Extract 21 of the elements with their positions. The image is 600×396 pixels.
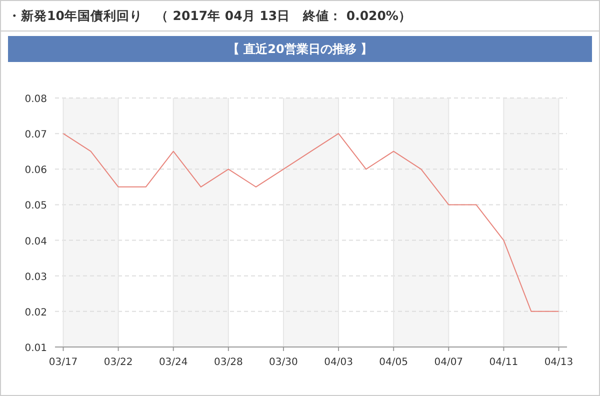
x-tick-label: 04/05 bbox=[379, 357, 408, 368]
x-tick-label: 04/07 bbox=[434, 357, 464, 368]
x-tick-label: 03/28 bbox=[214, 357, 243, 368]
y-tick-label: 0.05 bbox=[24, 200, 47, 212]
x-tick-label: 04/13 bbox=[544, 357, 574, 368]
y-tick-label: 0.03 bbox=[24, 272, 47, 283]
chart-title: ・新発10年国債利回り （ 2017年 04月 13日 終値： 0.020%） bbox=[8, 8, 412, 23]
chart-subtitle: 【 直近20営業日の推移 】 bbox=[227, 42, 373, 56]
x-tick-label: 04/11 bbox=[489, 357, 518, 368]
x-tick-label: 03/30 bbox=[269, 357, 298, 368]
x-tick-label: 03/17 bbox=[48, 357, 78, 368]
line-series bbox=[62, 133, 560, 312]
y-tick-label: 0.01 bbox=[24, 343, 47, 354]
x-tick-label: 03/24 bbox=[158, 357, 188, 368]
y-tick-label: 0.08 bbox=[24, 94, 47, 105]
y-tick-label: 0.06 bbox=[24, 165, 47, 176]
y-tick-label: 0.04 bbox=[24, 236, 47, 248]
y-tick-label: 0.02 bbox=[24, 307, 47, 318]
y-tick-label: 0.07 bbox=[24, 130, 47, 141]
x-tick-label: 03/22 bbox=[104, 357, 133, 368]
x-tick-label: 04/03 bbox=[324, 357, 353, 368]
